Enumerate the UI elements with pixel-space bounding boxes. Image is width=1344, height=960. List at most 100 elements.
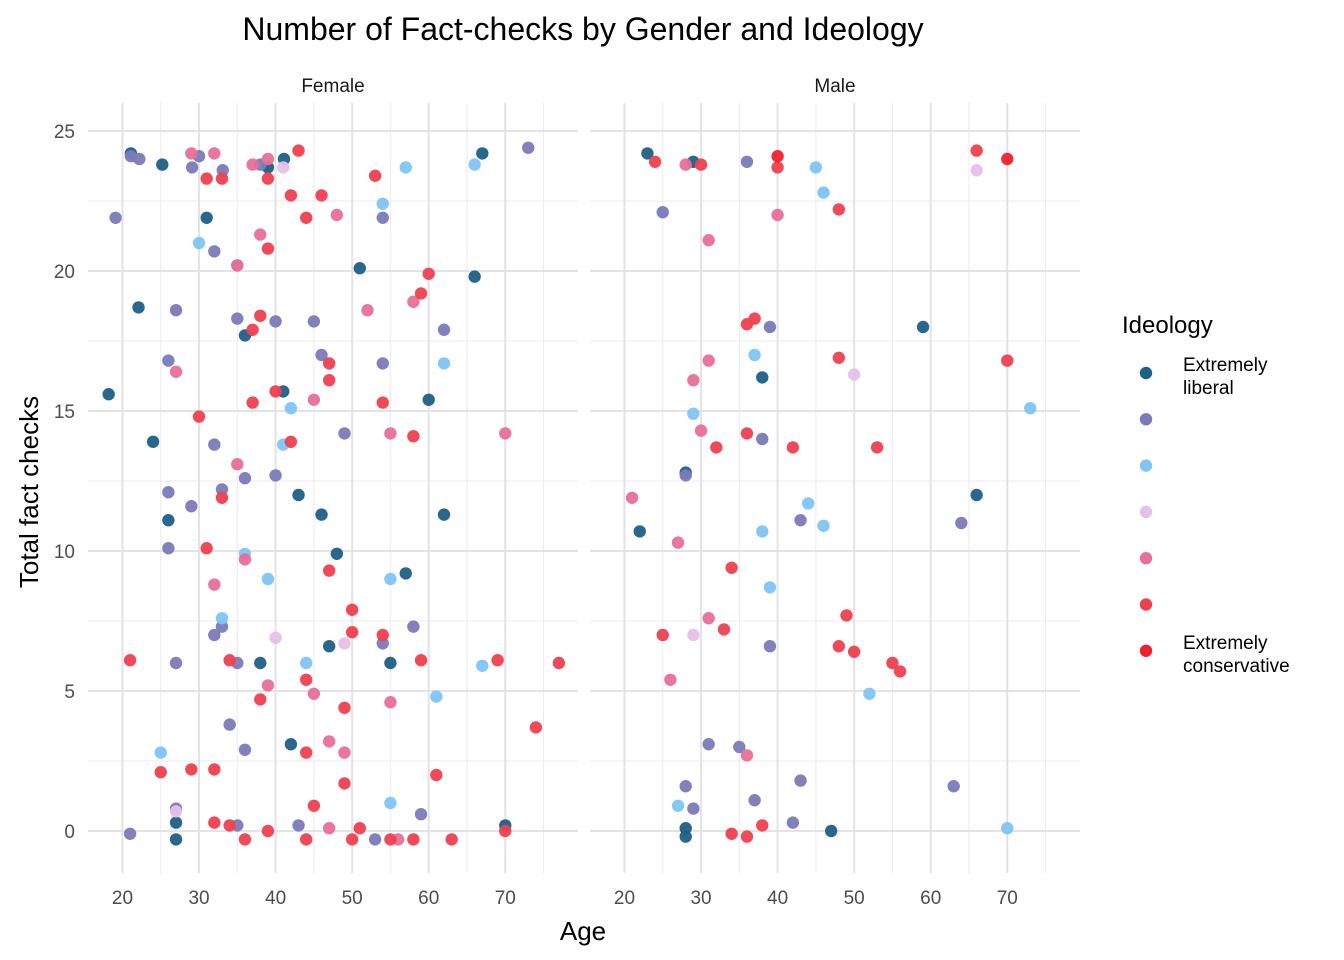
series-c3 (123, 144, 566, 846)
data-point (970, 488, 983, 502)
x-tick-label: 40 (767, 888, 788, 909)
facet-panel-male: Male 20 30 40 50 60 70 (590, 76, 1080, 909)
data-point (307, 393, 321, 406)
data-point (162, 486, 175, 499)
data-point (292, 488, 305, 502)
data-point (641, 147, 654, 160)
data-point (185, 763, 198, 776)
data-point (970, 144, 983, 157)
data-point (231, 259, 244, 272)
data-point (947, 780, 960, 793)
data-point (376, 211, 389, 224)
data-point (656, 628, 669, 642)
data-point (376, 197, 389, 210)
series-c2 (169, 147, 512, 846)
data-point (648, 155, 662, 168)
data-point (863, 687, 876, 700)
data-point (208, 245, 221, 258)
legend-key-el (1139, 366, 1153, 380)
data-point (315, 189, 328, 202)
legend-key-c3 (1139, 598, 1153, 611)
data-point (702, 738, 715, 751)
data-point (261, 152, 275, 166)
data-point (694, 424, 708, 437)
data-point (169, 365, 183, 378)
y-tick-label: 15 (54, 402, 75, 423)
data-point (763, 581, 777, 594)
data-point (300, 211, 313, 224)
data-point (208, 628, 221, 642)
data-point (292, 819, 305, 832)
data-point (200, 542, 213, 555)
data-point (499, 824, 512, 838)
data-point (156, 158, 169, 171)
data-point (208, 816, 221, 829)
series-m (687, 164, 983, 642)
data-point (407, 833, 420, 846)
data-point (384, 696, 397, 709)
data-point (345, 626, 359, 639)
data-point (679, 780, 692, 793)
data-point (786, 441, 800, 454)
data-point (169, 304, 183, 317)
data-point (809, 161, 823, 174)
data-point (246, 396, 259, 409)
x-tick-label: 50 (844, 888, 865, 909)
data-point (353, 262, 366, 275)
data-point (552, 656, 566, 670)
data-point (679, 158, 692, 171)
data-point (322, 564, 336, 577)
legend-key-c2 (1139, 552, 1153, 565)
x-tick-label: 30 (690, 888, 711, 909)
data-point (330, 208, 344, 222)
data-point (284, 189, 298, 202)
data-point (123, 654, 137, 667)
data-point (840, 609, 853, 622)
legend-key-l2 (1139, 413, 1153, 426)
data-point (664, 673, 677, 686)
data-point (384, 656, 397, 670)
legend-label-line: liberal (1183, 378, 1234, 399)
data-point (702, 354, 715, 367)
data-point (162, 542, 175, 555)
legend-label-line: Extremely (1183, 633, 1268, 654)
data-point (261, 679, 275, 692)
data-point (671, 799, 685, 812)
data-point (771, 150, 784, 163)
data-point (430, 768, 443, 782)
data-point (445, 833, 458, 846)
data-point (154, 766, 167, 779)
data-point (361, 304, 374, 317)
data-point (817, 186, 830, 199)
data-point (725, 561, 738, 574)
data-point (1001, 822, 1014, 835)
series-el (102, 147, 512, 846)
data-point (786, 816, 800, 829)
series-m (169, 161, 351, 818)
data-point (499, 427, 512, 440)
data-point (330, 547, 344, 560)
x-tick-label: 70 (495, 888, 516, 909)
data-point (132, 301, 145, 314)
x-tick-label: 60 (920, 888, 941, 909)
x-axis-label: Age (560, 916, 606, 946)
data-point (146, 435, 160, 448)
data-point (246, 158, 259, 171)
data-point (277, 161, 290, 174)
data-point (307, 799, 321, 812)
data-point (702, 612, 715, 625)
data-point (300, 673, 313, 686)
series-l3 (154, 158, 489, 810)
data-point (185, 161, 199, 174)
data-point (430, 690, 443, 703)
data-point (315, 508, 328, 521)
data-point (261, 572, 275, 586)
data-point (702, 234, 715, 247)
facet-panels: Female 20 30 40 50 60 70 0 5 10 15 20 25 Male 20 30 40 50… (54, 76, 1080, 909)
data-point (315, 348, 328, 362)
data-point (740, 155, 754, 168)
x-tick-label: 20 (112, 888, 133, 909)
data-point (399, 161, 412, 174)
series-l2 (656, 155, 968, 829)
